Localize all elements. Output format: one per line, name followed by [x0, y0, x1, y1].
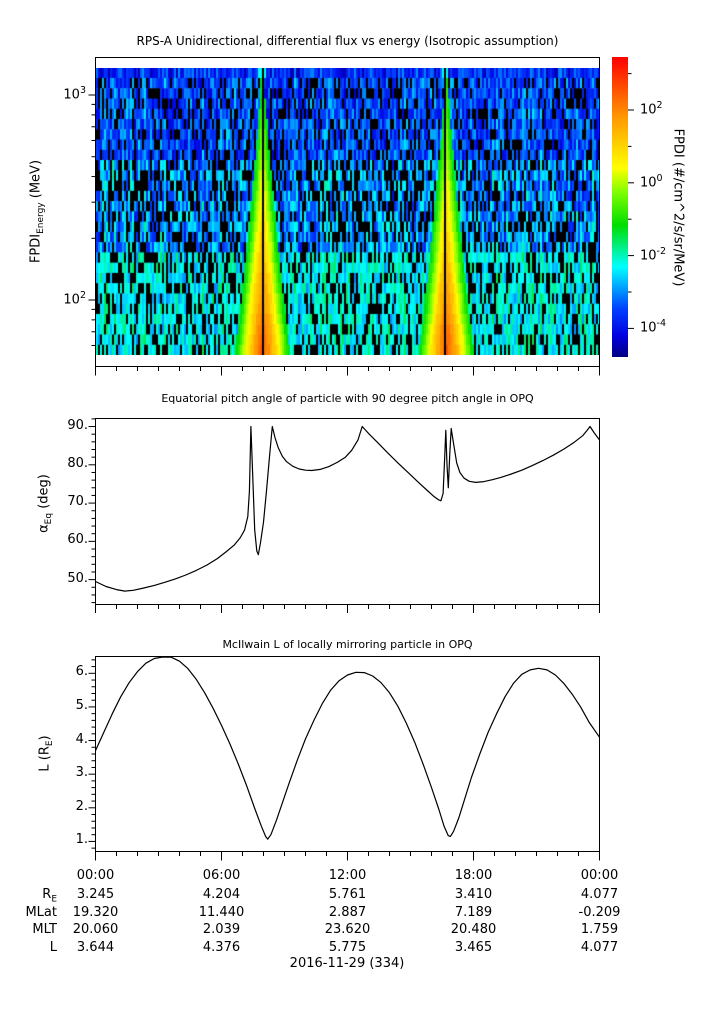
ephemeris-value: 1.759	[580, 922, 619, 937]
ephemeris-value: 11.440	[198, 905, 245, 920]
time-tick-label: 06:00	[202, 868, 241, 883]
ephemeris-value: 19.320	[72, 905, 119, 920]
ephemeris-value: -0.209	[578, 905, 621, 920]
pitch-angle-y-tick-label: 90.	[67, 417, 88, 433]
mcilwain-l-y-tick-label: 5.	[75, 697, 88, 713]
mcilwain-l-curve	[94, 656, 600, 840]
time-tick-label: 12:00	[328, 868, 367, 883]
pitch-angle-y-tick-label: 80.	[67, 455, 88, 471]
ephemeris-value: 20.480	[450, 922, 497, 937]
ephemeris-value: 2.039	[202, 922, 241, 937]
date-label: 2016-11-29 (334)	[289, 956, 405, 971]
spectrogram-title: RPS-A Unidirectional, differential flux …	[136, 34, 559, 48]
pitch-angle-y-tick-label: 50.	[67, 570, 88, 586]
mcilwain-l-y-tick-label: 3.	[75, 765, 88, 781]
ephemeris-value: 3.465	[454, 940, 493, 955]
flux-spectrogram-heatmap	[96, 68, 600, 355]
pitch-angle-y-tick-label: 60.	[67, 532, 88, 548]
colorbar-gradient	[612, 57, 628, 357]
ephemeris-value: 4.077	[580, 887, 619, 902]
ephemeris-value: 5.775	[328, 940, 367, 955]
spectrogram-frame	[95, 57, 600, 367]
spectrogram-y-tick-label: 102	[63, 290, 86, 308]
ephemeris-value: 3.245	[76, 887, 115, 902]
time-tick-label: 18:00	[454, 868, 493, 883]
ephemeris-value: 3.410	[454, 887, 493, 902]
ephemeris-value: 23.620	[324, 922, 371, 937]
colorbar-tick-label: 10-2	[640, 245, 667, 263]
spectrogram-y-tick-label: 103	[63, 85, 86, 103]
ephemeris-value: 3.644	[76, 940, 115, 955]
colorbar-tick-label: 10-4	[640, 318, 667, 336]
colorbar-tick-label: 100	[640, 172, 663, 191]
mcilwain-l-frame	[95, 656, 600, 852]
time-tick-label: 00:00	[76, 868, 115, 883]
ephemeris-value: 20.060	[72, 922, 119, 937]
mcilwain-l-y-tick-label: 1.	[75, 832, 88, 848]
ephemeris-value: 4.376	[202, 940, 241, 955]
ephemeris-value: 7.189	[454, 905, 493, 920]
time-tick-label: 00:00	[580, 868, 619, 883]
ephemeris-row-label-mlat: MLat	[25, 905, 57, 920]
pitch-angle-title: Equatorial pitch angle of particle with …	[161, 392, 534, 405]
pitch-angle-y-tick-label: 70.	[67, 494, 88, 510]
ephemeris-row-label-mlt: MLT	[32, 922, 57, 937]
pitch-angle-curve	[95, 425, 600, 592]
mcilwain-l-y-tick-label: 4.	[75, 731, 88, 747]
ephemeris-value: 4.204	[202, 887, 241, 902]
colorbar-tick-label: 102	[640, 100, 663, 118]
ephemeris-value: 4.077	[580, 940, 619, 955]
ephemeris-value: 2.887	[328, 905, 367, 920]
ephemeris-row-label-r: RE	[42, 887, 57, 905]
pitch-angle-frame	[95, 418, 600, 605]
mcilwain-l-y-tick-label: 6.	[75, 664, 88, 680]
ephemeris-value: 5.761	[328, 887, 367, 902]
mcilwain-l-y-tick-label: 2.	[75, 798, 88, 814]
ephemeris-row-label-l: L	[49, 940, 57, 955]
mcilwain-l-title: McIlwain L of locally mirroring particle…	[222, 638, 473, 651]
